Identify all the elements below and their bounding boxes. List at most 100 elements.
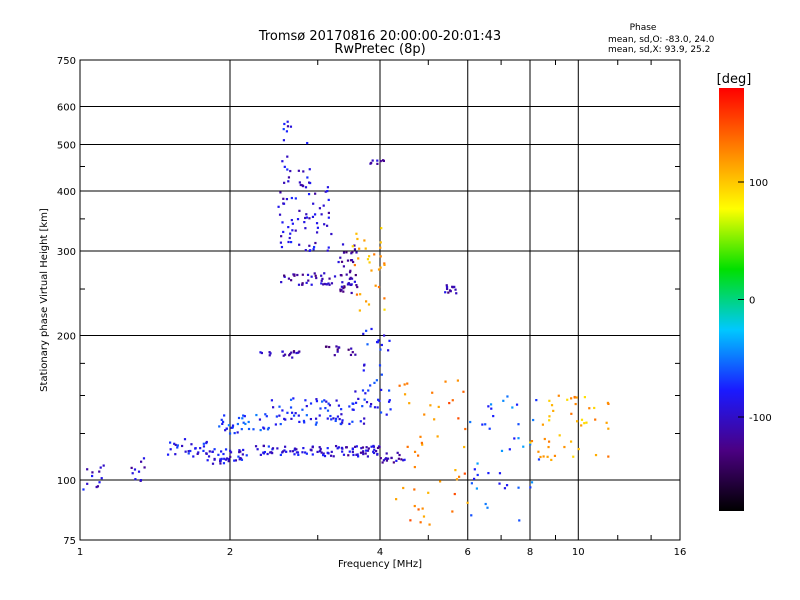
data-point: [283, 122, 286, 126]
data-point: [243, 415, 246, 418]
data-point: [327, 211, 330, 215]
data-point: [324, 190, 327, 193]
data-point: [332, 455, 335, 458]
data-point: [342, 251, 346, 254]
data-point: [223, 414, 226, 417]
data-point: [258, 418, 262, 421]
x-tick-label: 16: [674, 547, 687, 558]
data-point: [319, 447, 322, 451]
data-point: [573, 395, 576, 399]
data-point: [355, 453, 358, 456]
data-point: [362, 364, 366, 367]
data-point: [341, 281, 344, 284]
data-point: [340, 413, 343, 416]
data-point: [302, 419, 306, 423]
data-point: [292, 414, 296, 417]
data-point: [588, 407, 591, 410]
data-point: [187, 452, 190, 455]
data-point: [362, 452, 365, 456]
data-point: [349, 276, 352, 279]
data-point: [576, 420, 579, 423]
data-point: [295, 351, 298, 355]
data-point: [169, 441, 172, 444]
data-point: [379, 411, 383, 414]
data-point: [287, 240, 290, 244]
data-point: [307, 279, 310, 282]
data-point: [365, 449, 368, 452]
data-point: [423, 413, 426, 416]
data-point: [323, 282, 326, 286]
data-point: [286, 125, 290, 128]
data-point: [346, 259, 350, 262]
data-point: [340, 274, 343, 277]
data-point: [379, 266, 382, 269]
data-point: [218, 425, 221, 428]
data-point: [202, 445, 206, 448]
data-point: [530, 481, 534, 484]
data-point: [290, 411, 294, 414]
data-point: [202, 449, 205, 453]
data-point: [539, 455, 542, 459]
data-point: [299, 183, 302, 187]
data-point: [173, 442, 176, 445]
data-point: [381, 461, 384, 464]
data-point: [336, 447, 339, 450]
data-point: [373, 448, 376, 451]
data-point: [255, 413, 258, 417]
data-point: [362, 422, 366, 425]
data-point: [327, 282, 330, 285]
data-point: [95, 485, 98, 489]
data-point: [283, 165, 286, 168]
data-point: [323, 399, 326, 402]
data-point: [142, 457, 146, 460]
data-point: [455, 292, 458, 295]
data-point: [388, 399, 391, 402]
data-point: [134, 478, 137, 481]
x-tick-label: 8: [527, 547, 533, 558]
data-point: [316, 226, 320, 229]
data-point: [320, 282, 323, 285]
data-point: [353, 280, 357, 283]
data-point: [326, 249, 329, 252]
data-point: [184, 450, 187, 453]
data-point: [86, 482, 89, 485]
data-point: [328, 345, 331, 349]
data-point: [310, 275, 313, 278]
data-point: [355, 251, 358, 254]
data-point: [406, 382, 409, 385]
data-point: [220, 457, 223, 460]
data-point: [337, 346, 340, 349]
y-tick-label: 100: [57, 476, 76, 487]
data-point: [139, 479, 143, 482]
data-point: [396, 451, 399, 454]
data-point: [355, 284, 358, 287]
data-point: [213, 448, 216, 451]
data-point: [309, 417, 313, 421]
data-point: [532, 418, 535, 422]
data-point: [606, 401, 610, 405]
data-point: [372, 451, 376, 455]
data-point: [387, 349, 390, 352]
data-point: [327, 198, 330, 202]
data-point: [438, 480, 442, 483]
data-point: [292, 397, 295, 400]
data-point: [267, 426, 270, 430]
data-point: [166, 453, 170, 456]
data-point: [297, 283, 301, 286]
data-point: [336, 348, 339, 351]
data-point: [219, 462, 222, 465]
data-point: [272, 406, 275, 409]
data-point: [359, 293, 362, 296]
data-point: [330, 418, 333, 421]
data-point: [508, 448, 511, 451]
data-point: [503, 487, 507, 490]
data-point: [354, 390, 357, 393]
data-point: [375, 450, 378, 453]
data-point: [575, 396, 578, 399]
data-point: [328, 277, 331, 280]
data-point: [444, 380, 447, 383]
data-point: [341, 419, 344, 422]
data-point: [364, 392, 367, 395]
x-axis-label: Frequency [MHz]: [338, 559, 422, 570]
data-point: [345, 446, 348, 449]
